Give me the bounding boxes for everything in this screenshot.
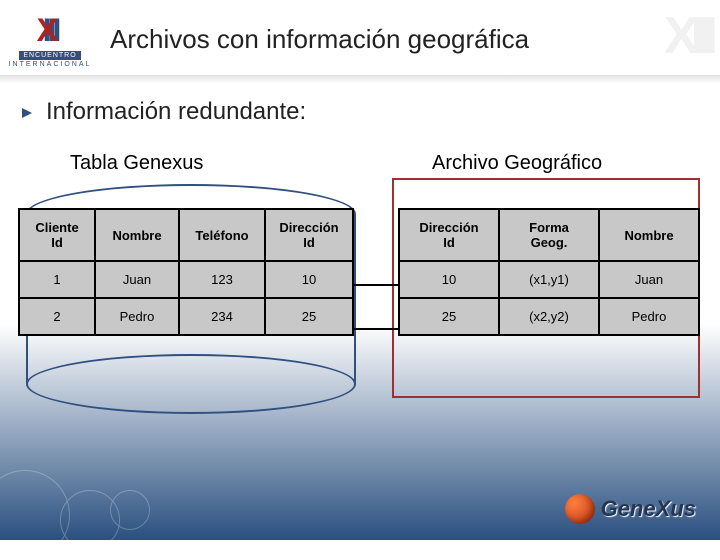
table-cell: Juan [599, 261, 699, 298]
bullet-icon [22, 105, 36, 119]
table-row: 10(x1,y1)Juan [399, 261, 699, 298]
connector-line [352, 328, 398, 330]
globe-decor-icon [0, 450, 180, 540]
column-header: DirecciónId [399, 209, 499, 261]
table-cell: (x2,y2) [499, 298, 599, 335]
brand-text: GeneXus [601, 496, 696, 522]
connector-line [352, 284, 398, 286]
brand-ball-icon [565, 494, 595, 524]
right-section-title: Archivo Geográfico [432, 152, 602, 175]
geographic-file-table: DirecciónIdFormaGeog.Nombre 10(x1,y1)Jua… [398, 208, 700, 336]
subtitle-text: Información redundante: [46, 98, 306, 126]
table-cell: 123 [179, 261, 265, 298]
subtitle-row: Información redundante: [0, 80, 720, 136]
column-header: FormaGeog. [499, 209, 599, 261]
watermark-icon: XIII [664, 6, 710, 66]
header-divider [0, 75, 720, 83]
table-cell: 1 [19, 261, 95, 298]
table-cell: 25 [399, 298, 499, 335]
table-cell: (x1,y1) [499, 261, 599, 298]
column-header: Nombre [95, 209, 179, 261]
page-title: Archivos con información geográfica [100, 24, 720, 55]
table-cell: 10 [265, 261, 353, 298]
logo-text-1: ENCUENTRO [19, 51, 80, 60]
genexus-table: ClienteIdNombreTeléfonoDirecciónId 1Juan… [18, 208, 354, 336]
table-cell: 25 [265, 298, 353, 335]
slide-header: III ENCUENTRO INTERNACIONAL Archivos con… [0, 0, 720, 80]
table-cell: 10 [399, 261, 499, 298]
table-row: 25(x2,y2)Pedro [399, 298, 699, 335]
table-cell: 234 [179, 298, 265, 335]
table-cell: Pedro [95, 298, 179, 335]
column-header: Nombre [599, 209, 699, 261]
table-cell: Pedro [599, 298, 699, 335]
column-header: ClienteId [19, 209, 95, 261]
table-cell: Juan [95, 261, 179, 298]
table-row: 1Juan12310 [19, 261, 353, 298]
left-section-title: Tabla Genexus [70, 152, 203, 175]
column-header: DirecciónId [265, 209, 353, 261]
content-area: Tabla Genexus Archivo Geográfico Cliente… [0, 136, 720, 476]
logo-text-2: INTERNACIONAL [9, 61, 92, 68]
table-row: 2Pedro23425 [19, 298, 353, 335]
table-cell: 2 [19, 298, 95, 335]
genexus-logo: GeneXus [565, 494, 696, 524]
conference-logo: III ENCUENTRO INTERNACIONAL [0, 0, 100, 80]
logo-mark-icon: III [43, 12, 58, 49]
column-header: Teléfono [179, 209, 265, 261]
